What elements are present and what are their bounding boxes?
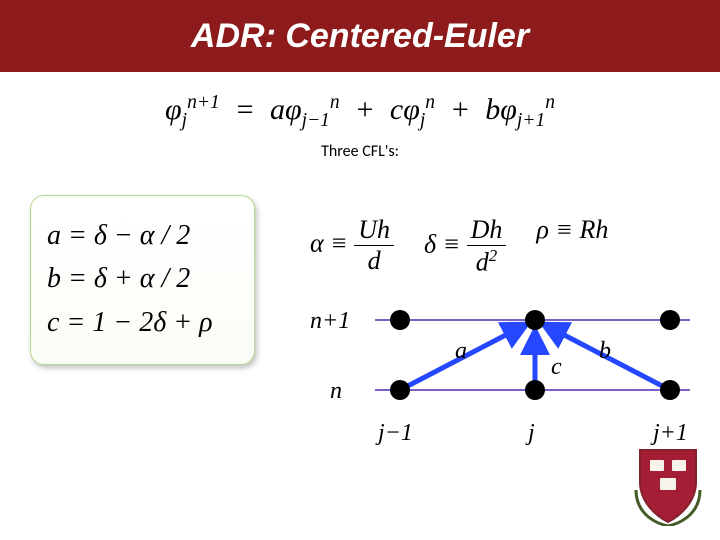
stencil-node xyxy=(660,380,680,400)
cfl-definitions: α ≡ Uh d δ ≡ Dh d2 ρ ≡ Rh xyxy=(310,215,710,278)
eq-t0-sup: n xyxy=(330,92,340,113)
abc-b: b = δ + α / 2 xyxy=(47,257,242,300)
stencil-diagram: n+1 n j−1 j j+1 a b c xyxy=(295,290,715,460)
cfl-alpha-num: Uh xyxy=(354,215,394,245)
eq-t1-coef: c xyxy=(390,93,403,126)
eq-t2-coef: b xyxy=(485,93,500,126)
eq-lhs-var: φ xyxy=(165,93,182,126)
main-equation: φjn+1 = aφj−1n + cφjn + bφj+1n xyxy=(0,92,720,132)
stencil-col-label-2: j+1 xyxy=(650,420,688,446)
cfl-delta-num: Dh xyxy=(467,215,507,245)
stencil-col-label-0: j−1 xyxy=(375,420,413,446)
abc-definitions-box: a = δ − α / 2 b = δ + α / 2 c = 1 − 2δ +… xyxy=(30,195,255,365)
eq-t1-sup: n xyxy=(425,92,435,113)
cfl-heading: Three CFL's: xyxy=(0,142,720,161)
stencil-edge-label-b: b xyxy=(599,338,611,364)
cfl-delta: δ ≡ Dh d2 xyxy=(424,215,506,278)
cfl-alpha: α ≡ Uh d xyxy=(310,215,394,278)
cfl-alpha-name: α xyxy=(310,228,324,257)
harvard-shield-icon xyxy=(632,444,704,526)
stencil-node xyxy=(390,380,410,400)
eq-t2-sub: j+1 xyxy=(517,110,545,131)
eq-t1-var: φ xyxy=(403,93,420,126)
stencil-edge-label-c: c xyxy=(551,354,562,380)
eq-t0-var: φ xyxy=(285,93,302,126)
cfl-delta-name: δ xyxy=(424,229,436,258)
stencil-col-label-1: j xyxy=(525,420,535,446)
stencil-node xyxy=(660,310,680,330)
stencil-row-label-1: n xyxy=(330,378,342,404)
abc-a: a = δ − α / 2 xyxy=(47,214,242,257)
eq-t1-sub: j xyxy=(420,110,425,131)
cfl-rho: ρ ≡ Rh xyxy=(536,215,608,278)
cfl-delta-den: d2 xyxy=(467,245,507,278)
eq-t0-coef: a xyxy=(270,93,285,126)
cfl-alpha-den: d xyxy=(354,245,394,276)
cfl-delta-den-base: d xyxy=(476,248,489,277)
title-bar: ADR: Centered-Euler xyxy=(0,0,720,72)
abc-c: c = 1 − 2δ + ρ xyxy=(47,301,242,344)
cfl-rho-name: ρ xyxy=(536,215,548,244)
stencil-edge-label-a: a xyxy=(455,338,467,364)
stencil-node xyxy=(390,310,410,330)
cfl-alpha-frac: Uh d xyxy=(354,215,394,276)
eq-lhs-sub: j xyxy=(182,110,187,131)
page-title: ADR: Centered-Euler xyxy=(191,17,529,56)
eq-lhs-sup: n+1 xyxy=(187,92,220,113)
stencil-node xyxy=(525,380,545,400)
cfl-delta-den-sup: 2 xyxy=(489,246,497,265)
eq-t0-sub: j−1 xyxy=(302,110,330,131)
cfl-rho-rhs: Rh xyxy=(579,215,608,244)
stencil-node xyxy=(525,310,545,330)
cfl-delta-frac: Dh d2 xyxy=(467,215,507,278)
eq-t2-var: φ xyxy=(500,93,517,126)
stencil-row-label-0: n+1 xyxy=(310,308,350,334)
eq-t2-sup: n xyxy=(545,92,555,113)
